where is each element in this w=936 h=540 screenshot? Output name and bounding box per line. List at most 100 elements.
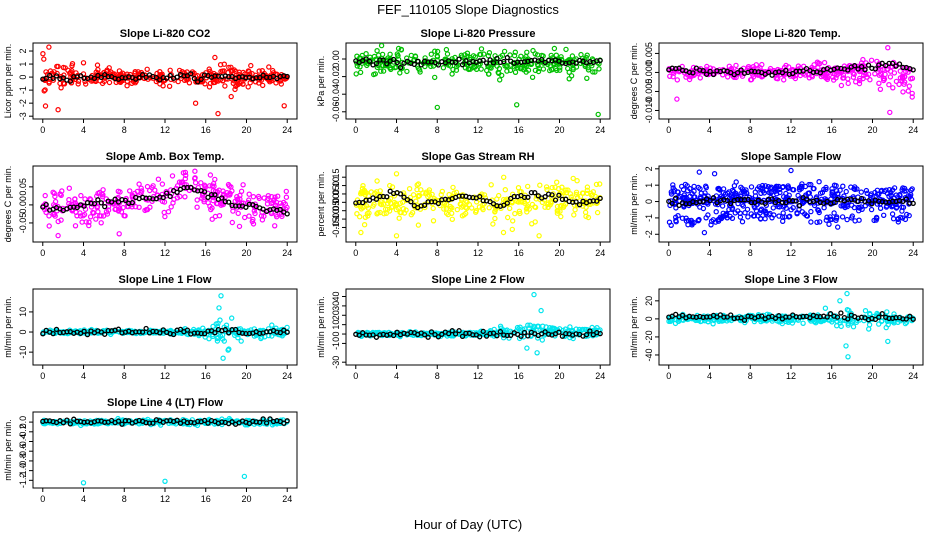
data-point — [486, 71, 492, 77]
data-point — [549, 194, 555, 200]
hourly-point — [724, 197, 730, 204]
data-point — [543, 324, 549, 330]
data-point — [584, 184, 591, 190]
hourly-point — [494, 333, 500, 339]
data-point — [584, 75, 590, 82]
data-point — [191, 175, 198, 182]
data-point — [543, 184, 550, 190]
data-point — [247, 79, 253, 86]
data-point — [378, 68, 384, 74]
x-tick-label: 24 — [595, 125, 605, 135]
data-point — [432, 48, 438, 54]
hourly-point — [98, 74, 104, 81]
hourly-point — [47, 72, 53, 79]
y-tick-label: 0 — [18, 330, 28, 335]
data-point — [856, 205, 863, 211]
data-point — [553, 52, 560, 58]
y-tick-label: 0.000 — [644, 61, 654, 84]
data-point — [260, 82, 266, 89]
hourly-point — [373, 196, 380, 202]
plot-frame — [32, 288, 298, 366]
hourly-point — [869, 201, 875, 207]
hourly-point — [201, 417, 208, 424]
x-tick-label: 20 — [554, 371, 564, 381]
outlier-point — [711, 170, 718, 177]
outlier-point — [228, 93, 234, 100]
hourly-point — [421, 202, 428, 208]
data-point — [780, 210, 786, 216]
y-tick-label: -0.06 — [331, 102, 341, 123]
data-point — [235, 326, 241, 332]
data-point — [558, 213, 564, 220]
data-point — [733, 179, 739, 185]
hourly-point — [260, 416, 266, 422]
data-point — [739, 201, 745, 208]
data-point — [731, 74, 737, 81]
hourly-point — [98, 329, 104, 335]
data-point — [861, 72, 867, 79]
outlier-point — [909, 90, 915, 97]
hourly-point — [594, 198, 600, 204]
data-point — [410, 192, 417, 198]
hourly-point — [119, 421, 125, 427]
data-point — [525, 322, 531, 328]
data-point — [387, 182, 393, 189]
x-tick-label: 8 — [435, 125, 440, 135]
hourly-point — [164, 190, 170, 196]
data-point — [387, 51, 393, 58]
x-tick-label: 16 — [201, 371, 211, 381]
data-point — [449, 216, 455, 222]
data-point — [229, 219, 235, 226]
data-point — [519, 199, 525, 205]
data-point — [212, 213, 219, 220]
plot-frame — [345, 288, 611, 366]
data-point — [266, 64, 272, 70]
hourly-point — [143, 325, 149, 332]
hourly-point — [411, 61, 417, 68]
data-point — [675, 212, 681, 219]
data-point — [899, 215, 906, 221]
data-point — [697, 75, 704, 81]
data-point — [516, 208, 523, 214]
hourly-point — [98, 200, 104, 206]
y-tick-label: -3 — [18, 112, 28, 120]
data-point — [529, 74, 536, 81]
hourly-point — [490, 60, 497, 66]
data-point — [715, 218, 722, 224]
data-point — [900, 89, 906, 95]
data-point — [548, 52, 554, 59]
hourly-point — [734, 70, 741, 76]
hourly-point — [384, 61, 390, 67]
point-layer — [666, 290, 916, 360]
data-point — [67, 70, 73, 76]
data-point — [152, 187, 158, 193]
outlier-point — [551, 45, 558, 52]
data-point — [264, 197, 270, 203]
data-point — [159, 181, 166, 187]
data-point — [456, 331, 462, 337]
data-point — [238, 188, 245, 194]
data-point — [844, 202, 850, 208]
data-point — [700, 205, 707, 212]
data-point — [213, 200, 220, 207]
data-point — [532, 204, 538, 210]
data-point — [206, 66, 212, 72]
data-point — [373, 57, 380, 63]
data-point — [867, 76, 873, 83]
data-point — [578, 51, 584, 58]
x-tick-label: 4 — [394, 248, 399, 258]
data-point — [876, 80, 882, 87]
data-point — [449, 205, 455, 211]
x-tick-label: 0 — [666, 248, 671, 258]
data-point — [217, 61, 224, 68]
y-tick-label: -1 — [644, 214, 654, 222]
data-point — [817, 190, 824, 196]
panel-title: Slope Sample Flow — [741, 151, 842, 163]
hourly-point — [157, 77, 163, 83]
data-point — [443, 46, 450, 53]
x-tick-label: 4 — [394, 371, 399, 381]
hourly-point — [556, 192, 562, 198]
y-tick-label: -0.15 — [331, 217, 341, 238]
data-point — [704, 63, 710, 70]
